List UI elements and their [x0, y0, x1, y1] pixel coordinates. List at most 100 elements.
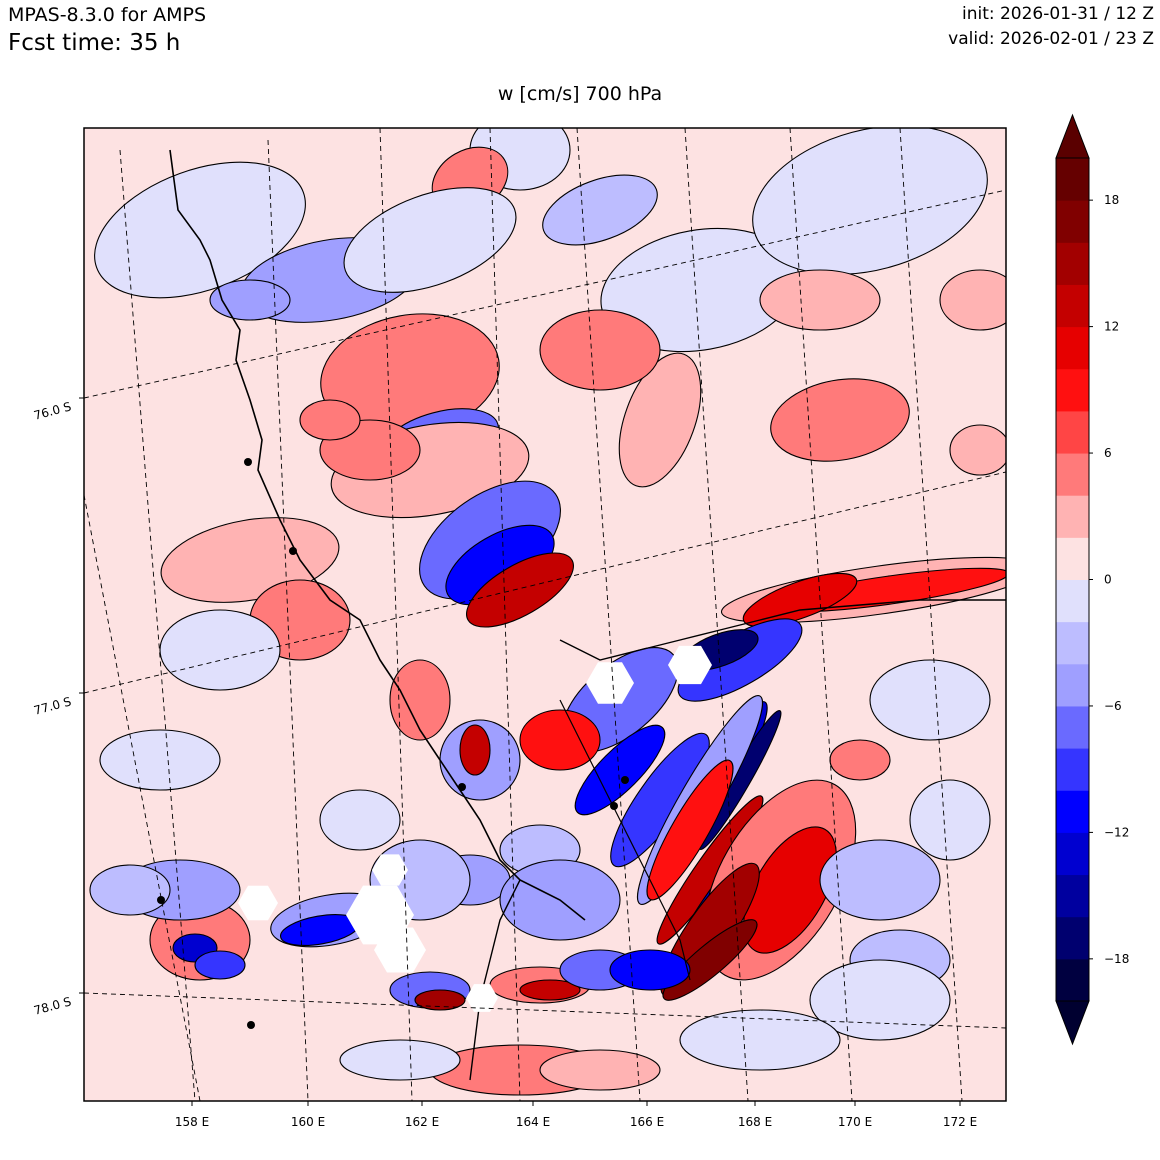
station-marker — [157, 896, 165, 904]
colorbar-segment — [1056, 410, 1089, 454]
meridian-line — [684, 128, 749, 1101]
colorbar-segment — [1056, 537, 1089, 580]
meridian-line — [119, 149, 196, 1101]
colorbar-segment — [1056, 663, 1089, 707]
station-markers — [157, 458, 629, 1029]
colorbar-segment — [1056, 453, 1089, 496]
w-field-feature — [194, 950, 246, 980]
colorbar-over-arrow — [1055, 113, 1090, 159]
w-field-feature — [909, 779, 991, 861]
station-marker — [289, 547, 297, 555]
missing-data-hexagon — [238, 885, 278, 921]
missing-data-hexagon — [374, 927, 426, 973]
w-field-feature — [466, 552, 574, 628]
coastline — [169, 149, 1006, 1081]
w-field-feature — [319, 789, 401, 851]
colorbar-tick-label: −12 — [1104, 825, 1129, 839]
w-field-feature — [609, 949, 691, 991]
contour-map — [84, 128, 1006, 1101]
w-field-feature — [339, 1039, 461, 1081]
graticule-line — [84, 494, 201, 1101]
colorbar-segment — [1056, 832, 1089, 876]
station-marker — [610, 802, 618, 810]
w-field-feature — [99, 729, 221, 791]
station-marker — [458, 783, 466, 791]
graticule-line — [118, 128, 120, 129]
colorbar-segment — [1056, 284, 1089, 328]
w-field-feature — [679, 1009, 841, 1071]
colorbar-segment — [1056, 368, 1089, 412]
x-axis-ticks: 158 E 160 E 162 E 164 E 166 E 168 E 170 E 172 E — [175, 1101, 977, 1129]
w-field-feature — [389, 659, 451, 741]
y-tick-label: 78.0 S — [32, 994, 72, 1017]
forecast-time-label: Fcst time: 35 h — [8, 30, 181, 56]
colorbar-segment — [1056, 748, 1089, 791]
w-field-feature — [519, 709, 601, 771]
colorbar-tick-label: 0 — [1104, 573, 1112, 587]
graticule — [84, 128, 1006, 1101]
w-field-feature — [770, 378, 910, 462]
missing-data-hexagon — [372, 854, 408, 886]
colorbar-segment — [1056, 200, 1089, 243]
valid-time-label: valid: 2026-02-01 / 23 Z — [948, 29, 1154, 49]
colorbar-segment — [1056, 242, 1089, 285]
map-frame — [83, 127, 1007, 1102]
colorbar-segment — [1056, 326, 1089, 370]
x-tick-label: 162 E — [405, 1115, 439, 1129]
w-field-feature — [759, 269, 881, 331]
station-marker — [244, 458, 252, 466]
w-field-feature — [519, 979, 581, 1001]
w-field-feature — [574, 724, 666, 816]
colorbar-segment — [1056, 495, 1089, 538]
colorbar-tick-label: 6 — [1104, 446, 1112, 460]
x-tick-label: 158 E — [175, 1115, 209, 1129]
colorbar-tick-label: 12 — [1104, 320, 1119, 334]
meridian-line — [576, 128, 641, 1101]
x-tick-label: 160 E — [291, 1115, 325, 1129]
meridian-line — [489, 128, 521, 1101]
meridian-line — [899, 128, 963, 1101]
w-field-feature — [646, 759, 734, 901]
w-field-feature — [869, 659, 991, 741]
plot-title: w [cm/s] 700 hPa — [497, 83, 663, 105]
station-marker — [247, 1021, 255, 1029]
colorbar-tick-label: −18 — [1104, 952, 1129, 966]
colorbar: −18 −12 −6 0 6 12 18 — [1055, 113, 1129, 1046]
missing-data-patches — [238, 645, 712, 1012]
x-tick-label: 172 E — [943, 1115, 977, 1129]
w-field-feature — [459, 724, 491, 776]
colorbar-segment — [1056, 705, 1089, 749]
missing-data-hexagon — [586, 662, 634, 704]
w-field-feature — [662, 919, 758, 1001]
w-field-feature — [209, 279, 291, 321]
colorbar-segment — [1056, 579, 1089, 623]
meridian-line — [267, 139, 309, 1101]
w-field-feature — [819, 839, 941, 921]
colorbar-segment — [1056, 158, 1089, 201]
colorbar-segment — [1056, 958, 1089, 1002]
colorbar-tick-label: −6 — [1104, 699, 1122, 713]
colorbar-segment — [1056, 621, 1089, 665]
w-field-features — [89, 128, 1006, 1096]
w-field-feature — [829, 739, 891, 781]
x-tick-label: 164 E — [516, 1115, 550, 1129]
meridian-line — [789, 128, 853, 1101]
missing-data-hexagon — [668, 645, 712, 685]
w-field-feature — [539, 1049, 661, 1091]
x-tick-label: 166 E — [630, 1115, 664, 1129]
colorbar-segment — [1056, 874, 1089, 918]
w-field-feature — [299, 399, 361, 441]
y-tick-label: 77.0 S — [32, 694, 72, 717]
w-field-feature — [939, 269, 1006, 331]
w-field-feature — [159, 609, 281, 691]
w-field-feature — [343, 187, 517, 293]
colorbar-under-arrow — [1055, 1000, 1090, 1046]
colorbar-segment — [1056, 916, 1089, 960]
model-label: MPAS-8.3.0 for AMPS — [8, 4, 207, 26]
w-field-feature — [414, 989, 466, 1011]
w-field-feature — [89, 864, 171, 916]
w-field-feature — [752, 128, 988, 275]
w-field-feature — [949, 424, 1006, 476]
colorbar-tick-label: 18 — [1104, 193, 1119, 207]
